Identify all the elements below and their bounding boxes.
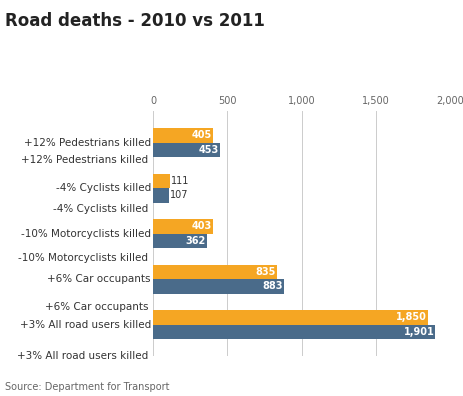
Bar <box>153 325 434 339</box>
Text: 835: 835 <box>255 267 275 277</box>
Text: +6% Car occupants: +6% Car occupants <box>47 274 150 284</box>
Text: -10% Motorcyclists killed: -10% Motorcyclists killed <box>21 228 150 239</box>
Text: 111: 111 <box>170 176 189 186</box>
Text: 883: 883 <box>262 282 282 291</box>
Text: -4% Cyclists killed: -4% Cyclists killed <box>53 204 148 214</box>
Text: +12% Pedestrians killed: +12% Pedestrians killed <box>24 138 150 148</box>
Bar <box>153 128 213 143</box>
Bar <box>153 219 213 234</box>
Text: 107: 107 <box>170 190 188 200</box>
Text: +12% Pedestrians killed: +12% Pedestrians killed <box>21 155 148 165</box>
Text: 1,901: 1,901 <box>402 327 433 337</box>
Bar <box>153 173 169 188</box>
Text: -10% Motorcyclists killed: -10% Motorcyclists killed <box>19 253 148 263</box>
Text: 453: 453 <box>199 145 219 155</box>
Text: -4% Cyclists killed: -4% Cyclists killed <box>56 183 150 193</box>
Text: +6% Car occupants: +6% Car occupants <box>45 302 148 312</box>
Bar <box>153 143 220 157</box>
Bar <box>153 234 206 248</box>
Bar <box>153 265 276 279</box>
Text: +3% All road users killed: +3% All road users killed <box>17 351 148 362</box>
Bar <box>153 188 169 203</box>
Text: +3% All road users killed: +3% All road users killed <box>19 320 150 329</box>
Bar <box>153 310 427 325</box>
Bar <box>153 279 284 294</box>
Text: Road deaths - 2010 vs 2011: Road deaths - 2010 vs 2011 <box>5 12 264 30</box>
Text: 1,850: 1,850 <box>395 312 425 322</box>
Text: 403: 403 <box>191 221 211 231</box>
Text: 405: 405 <box>191 130 212 141</box>
Text: Source: Department for Transport: Source: Department for Transport <box>5 382 169 392</box>
Text: 362: 362 <box>185 236 205 246</box>
